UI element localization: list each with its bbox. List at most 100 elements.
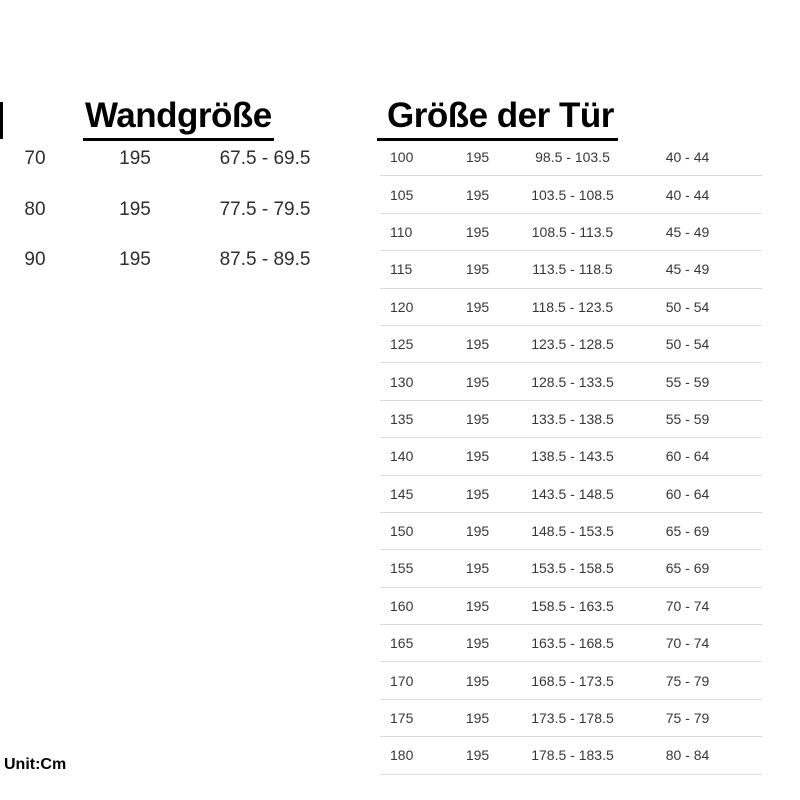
- height-cell: 195: [465, 485, 490, 502]
- size-cell: 130: [390, 373, 414, 390]
- side-range-cell: 45 - 49: [665, 223, 710, 240]
- height-cell: 195: [119, 249, 151, 271]
- height-cell: 195: [465, 373, 490, 390]
- table-row: 155 195 153.5 - 158.5 65 - 69: [380, 550, 762, 588]
- side-range-cell: 60 - 64: [665, 485, 710, 502]
- side-range-cell: 40 - 44: [665, 186, 710, 203]
- side-range-cell: 55 - 59: [665, 410, 710, 427]
- height-cell: 195: [465, 448, 490, 465]
- width-range-cell: 67.5 - 69.5: [219, 148, 311, 170]
- height-cell: 195: [465, 298, 490, 315]
- width-range-cell: 163.5 - 168.5: [531, 635, 614, 652]
- size-cell: 180: [390, 747, 414, 764]
- cutoff-title-fragment: [0, 102, 3, 139]
- size-cell: 140: [390, 448, 414, 465]
- height-cell: 195: [465, 672, 490, 689]
- table-row: 170 195 168.5 - 173.5 75 - 79: [380, 662, 762, 700]
- size-cell: 100: [390, 149, 414, 166]
- unit-label: Unit:Cm: [4, 756, 67, 773]
- width-range-cell: 77.5 - 79.5: [219, 198, 311, 220]
- width-range-cell: 103.5 - 108.5: [531, 186, 614, 203]
- width-range-cell: 148.5 - 153.5: [531, 523, 614, 540]
- side-range-cell: 75 - 79: [665, 710, 710, 727]
- side-range-cell: 70 - 74: [665, 635, 710, 652]
- size-cell: 145: [390, 485, 414, 502]
- height-cell: 195: [465, 336, 490, 353]
- width-range-cell: 87.5 - 89.5: [219, 249, 311, 271]
- height-cell: 195: [465, 410, 490, 427]
- table-row: 70 195 67.5 - 69.5: [0, 134, 330, 185]
- size-cell: 115: [390, 261, 413, 278]
- width-range-cell: 178.5 - 183.5: [531, 747, 614, 764]
- side-range-cell: 65 - 69: [665, 560, 710, 577]
- width-range-cell: 108.5 - 113.5: [531, 223, 614, 240]
- height-cell: 195: [119, 198, 151, 220]
- door-size-rows: 100 195 98.5 - 103.5 40 - 44 105 195 103…: [380, 139, 762, 775]
- size-cell: 150: [390, 523, 414, 540]
- size-cell: 135: [390, 410, 414, 427]
- side-range-cell: 50 - 54: [665, 336, 710, 353]
- side-range-cell: 80 - 84: [665, 747, 710, 764]
- width-range-cell: 143.5 - 148.5: [531, 485, 614, 502]
- side-range-cell: 55 - 59: [665, 373, 710, 390]
- height-cell: 195: [465, 261, 490, 278]
- table-row: 180 195 178.5 - 183.5 80 - 84: [380, 737, 762, 775]
- width-range-cell: 128.5 - 133.5: [531, 373, 614, 390]
- size-cell: 70: [24, 148, 46, 170]
- table-row: 130 195 128.5 - 133.5 55 - 59: [380, 363, 762, 401]
- width-range-cell: 123.5 - 128.5: [531, 336, 614, 353]
- size-cell: 80: [24, 198, 46, 220]
- door-size-title: Größe der Tür: [377, 97, 618, 141]
- wall-size-title: Wandgröße: [83, 97, 274, 141]
- height-cell: 195: [465, 149, 490, 166]
- size-cell: 120: [390, 298, 414, 315]
- width-range-cell: 118.5 - 123.5: [531, 298, 614, 315]
- table-row: 125 195 123.5 - 128.5 50 - 54: [380, 326, 762, 364]
- height-cell: 195: [465, 635, 490, 652]
- width-range-cell: 153.5 - 158.5: [531, 560, 614, 577]
- height-cell: 195: [465, 523, 490, 540]
- side-range-cell: 40 - 44: [665, 149, 710, 166]
- table-row: 175 195 173.5 - 178.5 75 - 79: [380, 700, 762, 738]
- table-row: 80 195 77.5 - 79.5: [0, 185, 330, 236]
- table-row: 105 195 103.5 - 108.5 40 - 44: [380, 176, 762, 214]
- size-cell: 155: [390, 560, 414, 577]
- table-row: 90 195 87.5 - 89.5: [0, 235, 330, 286]
- height-cell: 195: [465, 223, 490, 240]
- table-row: 135 195 133.5 - 138.5 55 - 59: [380, 401, 762, 439]
- width-range-cell: 98.5 - 103.5: [535, 149, 610, 166]
- size-cell: 160: [390, 597, 414, 614]
- width-range-cell: 173.5 - 178.5: [531, 710, 614, 727]
- height-cell: 195: [465, 710, 490, 727]
- wall-size-rows: 70 195 67.5 - 69.5 80 195 77.5 - 79.5 90…: [0, 134, 330, 286]
- table-row: 110 195 108.5 - 113.5 45 - 49: [380, 214, 762, 252]
- width-range-cell: 133.5 - 138.5: [531, 410, 614, 427]
- table-row: 160 195 158.5 - 163.5 70 - 74: [380, 588, 762, 626]
- side-range-cell: 60 - 64: [665, 448, 710, 465]
- table-row: 120 195 118.5 - 123.5 50 - 54: [380, 289, 762, 326]
- size-cell: 105: [390, 186, 414, 203]
- table-row: 100 195 98.5 - 103.5 40 - 44: [380, 139, 762, 177]
- width-range-cell: 113.5 - 118.5: [532, 261, 613, 278]
- height-cell: 195: [465, 186, 490, 203]
- size-cell: 110: [390, 223, 413, 240]
- width-range-cell: 168.5 - 173.5: [531, 672, 614, 689]
- size-cell: 90: [24, 249, 46, 271]
- side-range-cell: 50 - 54: [665, 298, 710, 315]
- height-cell: 195: [465, 560, 490, 577]
- side-range-cell: 45 - 49: [665, 261, 710, 278]
- size-cell: 175: [390, 710, 414, 727]
- width-range-cell: 158.5 - 163.5: [531, 597, 614, 614]
- height-cell: 195: [465, 597, 490, 614]
- table-row: 165 195 163.5 - 168.5 70 - 74: [380, 625, 762, 663]
- table-row: 150 195 148.5 - 153.5 65 - 69: [380, 513, 762, 551]
- size-cell: 125: [390, 336, 414, 353]
- table-row: 145 195 143.5 - 148.5 60 - 64: [380, 476, 762, 513]
- width-range-cell: 138.5 - 143.5: [531, 448, 614, 465]
- side-range-cell: 65 - 69: [665, 523, 710, 540]
- size-cell: 165: [390, 635, 414, 652]
- side-range-cell: 75 - 79: [665, 672, 710, 689]
- height-cell: 195: [465, 747, 490, 764]
- size-cell: 170: [390, 672, 414, 689]
